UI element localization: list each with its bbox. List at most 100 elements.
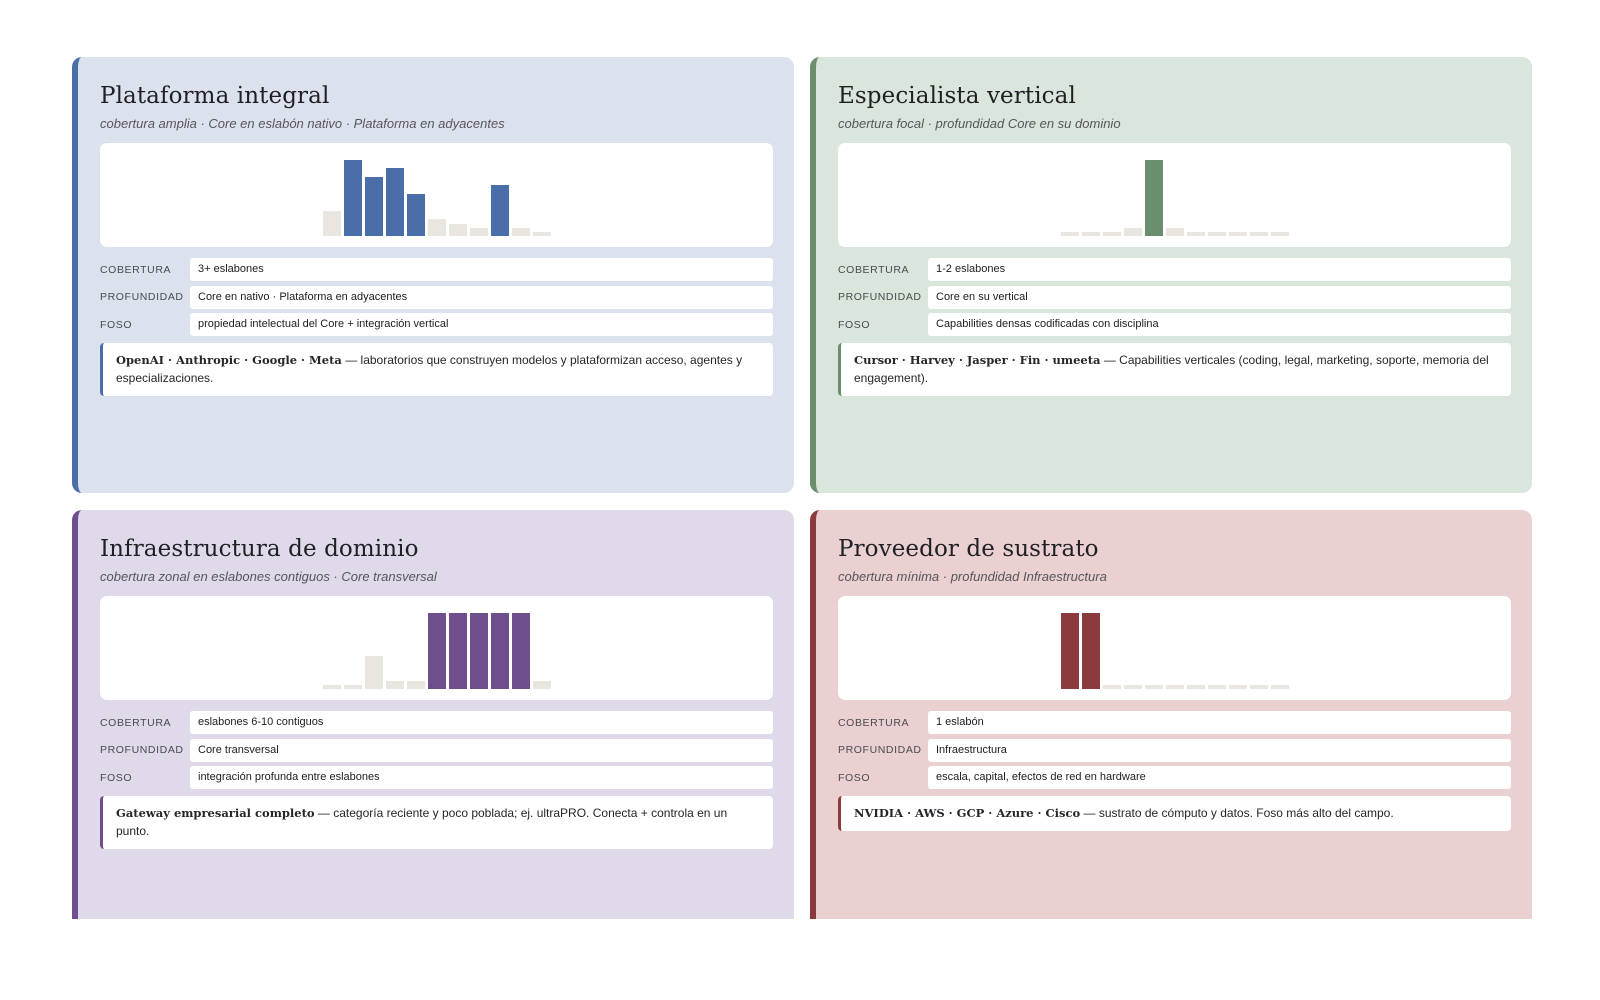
- row-value: Infraestructura: [928, 738, 1511, 762]
- row-profundidad: PROFUNDIDAD Core en nativo · Plataforma …: [100, 285, 773, 309]
- row-value: 1-2 eslabones: [928, 258, 1511, 281]
- attribute-rows: COBERTURA 3+ eslabones PROFUNDIDAD Core …: [100, 258, 773, 336]
- coverage-bar-8: [1208, 685, 1226, 689]
- examples-text: — Capabilities verticales (coding, legal…: [854, 353, 1489, 385]
- coverage-bar-6: [1166, 685, 1184, 689]
- coverage-bar-7: [449, 224, 467, 236]
- coverage-bar-9: [1229, 685, 1247, 689]
- coverage-bar-5: [1145, 685, 1163, 689]
- coverage-bar-2: [1082, 232, 1100, 236]
- coverage-bar-9: [491, 185, 509, 236]
- coverage-bar-3: [1103, 685, 1121, 689]
- row-label: COBERTURA: [838, 263, 910, 276]
- coverage-bar-6: [1166, 228, 1184, 236]
- row-label: COBERTURA: [100, 716, 172, 729]
- row-label: COBERTURA: [100, 263, 172, 276]
- coverage-bar-8: [470, 228, 488, 236]
- examples-note: OpenAI · Anthropic · Google · Meta — lab…: [100, 343, 773, 396]
- row-value: 3+ eslabones: [190, 258, 773, 281]
- row-value: integración profunda entre eslabones: [190, 766, 773, 789]
- row-label: PROFUNDIDAD: [838, 291, 922, 303]
- coverage-bar-11: [533, 681, 551, 689]
- coverage-bar-7: [449, 613, 467, 689]
- coverage-chart: [100, 596, 773, 700]
- coverage-bar-1: [323, 211, 341, 236]
- card-especialista-vertical: Especialista vertical cobertura focal · …: [810, 57, 1532, 493]
- row-label: PROFUNDIDAD: [100, 744, 184, 756]
- archetype-grid: Plataforma integral cobertura amplia · C…: [72, 57, 1536, 946]
- row-profundidad: PROFUNDIDAD Core en su vertical: [838, 285, 1511, 309]
- coverage-bar-9: [491, 613, 509, 689]
- coverage-bar-1: [1061, 232, 1079, 236]
- card-subtitle: cobertura amplia · Core en eslabón nativ…: [100, 116, 505, 131]
- row-value: Core en su vertical: [928, 285, 1511, 309]
- row-foso: FOSO integración profunda entre eslabone…: [100, 766, 773, 789]
- coverage-bar-3: [365, 177, 383, 236]
- coverage-chart: [100, 143, 773, 247]
- coverage-chart: [838, 143, 1511, 247]
- examples-text: — sustrato de cómputo y datos. Foso más …: [1080, 806, 1394, 820]
- row-value: Core en nativo · Plataforma en adyacente…: [190, 285, 773, 309]
- row-cobertura: COBERTURA 1-2 eslabones: [838, 258, 1511, 281]
- coverage-bar-6: [428, 219, 446, 236]
- coverage-bars: [1061, 160, 1289, 236]
- coverage-bar-11: [1271, 685, 1289, 689]
- card-subtitle: cobertura mínima · profundidad Infraestr…: [838, 569, 1107, 584]
- coverage-bar-11: [1271, 232, 1289, 236]
- coverage-bar-1: [1061, 613, 1079, 689]
- row-value: propiedad intelectual del Core + integra…: [190, 313, 773, 336]
- row-cobertura: COBERTURA eslabones 6-10 contiguos: [100, 711, 773, 734]
- coverage-chart: [838, 596, 1511, 700]
- coverage-bar-4: [386, 168, 404, 236]
- row-label: FOSO: [838, 771, 871, 784]
- coverage-bar-10: [512, 613, 530, 689]
- coverage-bar-4: [1124, 228, 1142, 236]
- row-cobertura: COBERTURA 1 eslabón: [838, 711, 1511, 734]
- row-foso: FOSO propiedad intelectual del Core + in…: [100, 313, 773, 336]
- coverage-bar-8: [470, 613, 488, 689]
- coverage-bars: [323, 160, 551, 236]
- coverage-bar-5: [1145, 160, 1163, 236]
- coverage-bar-6: [428, 613, 446, 689]
- card-infraestructura-de-dominio: Infraestructura de dominio cobertura zon…: [72, 510, 794, 919]
- examples-names: NVIDIA · AWS · GCP · Azure · Cisco: [854, 806, 1081, 820]
- coverage-bar-5: [407, 194, 425, 236]
- card-title: Proveedor de sustrato: [838, 536, 1099, 562]
- examples-note: NVIDIA · AWS · GCP · Azure · Cisco — sus…: [838, 796, 1511, 831]
- examples-names: OpenAI · Anthropic · Google · Meta: [116, 353, 342, 367]
- row-value: escala, capital, efectos de red en hardw…: [928, 766, 1511, 789]
- coverage-bar-2: [344, 160, 362, 236]
- row-foso: FOSO Capabilities densas codificadas con…: [838, 313, 1511, 336]
- row-foso: FOSO escala, capital, efectos de red en …: [838, 766, 1511, 789]
- examples-names: Gateway empresarial completo: [116, 806, 315, 820]
- coverage-bar-5: [407, 681, 425, 689]
- examples-text: — laboratorios que construyen modelos y …: [116, 353, 743, 385]
- coverage-bar-9: [1229, 232, 1247, 236]
- coverage-bar-8: [1208, 232, 1226, 236]
- attribute-rows: COBERTURA 1-2 eslabones PROFUNDIDAD Core…: [838, 258, 1511, 336]
- coverage-bar-10: [1250, 232, 1268, 236]
- coverage-bars: [1061, 613, 1289, 689]
- examples-note: Cursor · Harvey · Jasper · Fin · umeeta …: [838, 343, 1511, 396]
- row-value: eslabones 6-10 contiguos: [190, 711, 773, 734]
- coverage-bar-7: [1187, 232, 1205, 236]
- row-label: PROFUNDIDAD: [838, 744, 922, 756]
- coverage-bar-2: [1082, 613, 1100, 689]
- card-subtitle: cobertura zonal en eslabones contiguos ·…: [100, 569, 437, 584]
- row-label: FOSO: [100, 771, 133, 784]
- coverage-bar-1: [323, 685, 341, 689]
- row-profundidad: PROFUNDIDAD Infraestructura: [838, 738, 1511, 762]
- card-title: Plataforma integral: [100, 83, 330, 109]
- coverage-bar-3: [365, 656, 383, 689]
- row-value: 1 eslabón: [928, 711, 1511, 734]
- card-proveedor-de-sustrato: Proveedor de sustrato cobertura mínima ·…: [810, 510, 1532, 919]
- attribute-rows: COBERTURA eslabones 6-10 contiguos PROFU…: [100, 711, 773, 789]
- card-plataforma-integral: Plataforma integral cobertura amplia · C…: [72, 57, 794, 493]
- row-value: Capabilities densas codificadas con disc…: [928, 313, 1511, 336]
- coverage-bar-10: [1250, 685, 1268, 689]
- row-label: FOSO: [838, 318, 871, 331]
- row-cobertura: COBERTURA 3+ eslabones: [100, 258, 773, 281]
- coverage-bars: [323, 613, 551, 689]
- card-subtitle: cobertura focal · profundidad Core en su…: [838, 116, 1121, 131]
- coverage-bar-4: [386, 681, 404, 689]
